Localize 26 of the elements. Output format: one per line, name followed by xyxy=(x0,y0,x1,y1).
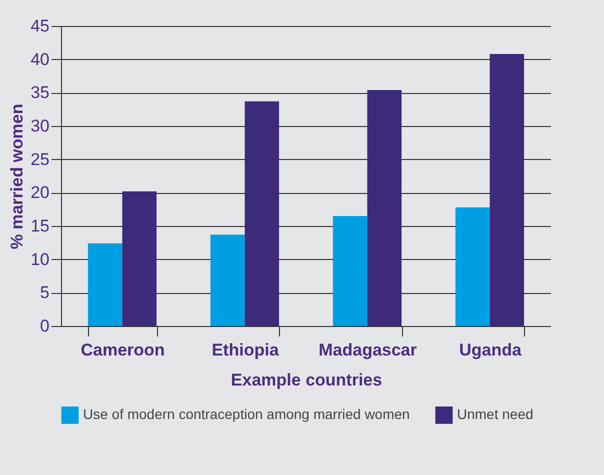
y-tick-label: 5 xyxy=(40,283,50,302)
y-tick-label: 30 xyxy=(30,116,50,136)
x-tick-label: Madagascar xyxy=(318,340,418,360)
y-tick-label: 20 xyxy=(30,183,50,202)
bar xyxy=(332,216,368,326)
legend-label: Unmet need xyxy=(457,406,534,422)
bar xyxy=(455,207,490,326)
bar xyxy=(210,234,245,326)
y-tick-label: 0 xyxy=(40,316,50,336)
bar xyxy=(88,243,122,326)
bar xyxy=(367,90,402,326)
y-tick-label: 40 xyxy=(30,50,50,69)
y-tick-label: 35 xyxy=(30,83,50,102)
x-tick-label: Uganda xyxy=(459,340,522,360)
bar xyxy=(244,101,280,326)
x-tick-label: Cameroon xyxy=(80,340,165,360)
y-axis-title: % married women xyxy=(8,104,27,250)
y-tick-label: 15 xyxy=(30,216,50,236)
x-tick-label: Ethiopia xyxy=(212,340,280,360)
x-axis-title: Example countries xyxy=(230,370,382,390)
legend-label: Use of modern contraception among married women xyxy=(83,406,410,422)
bar xyxy=(490,54,524,326)
y-tick-label: 25 xyxy=(30,150,50,169)
y-tick-label: 45 xyxy=(30,16,50,36)
y-tick-label: 10 xyxy=(30,250,50,269)
bar xyxy=(122,191,157,326)
